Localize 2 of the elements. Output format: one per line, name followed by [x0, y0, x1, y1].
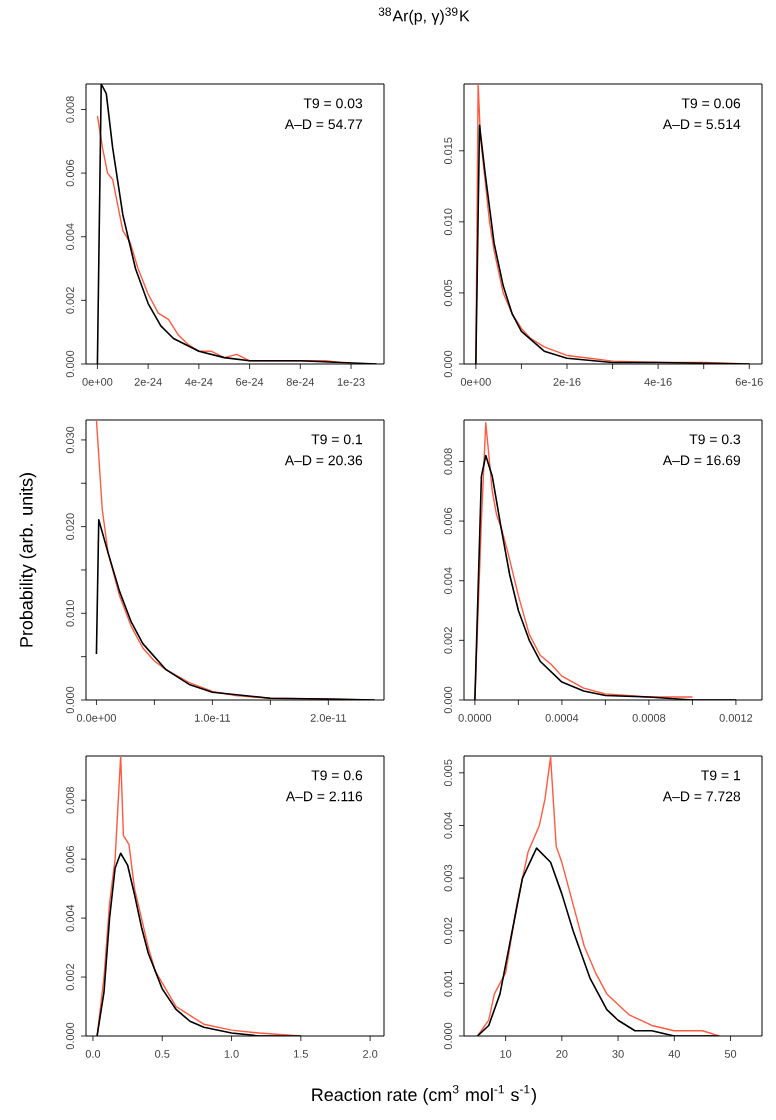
x-axis-title: Reaction rate (cm$^{3}$ mol$^{-1}$ s$^{-1}$): [312, 1084, 536, 1105]
y-axis-title: Probability (arb. units): [19, 473, 37, 647]
